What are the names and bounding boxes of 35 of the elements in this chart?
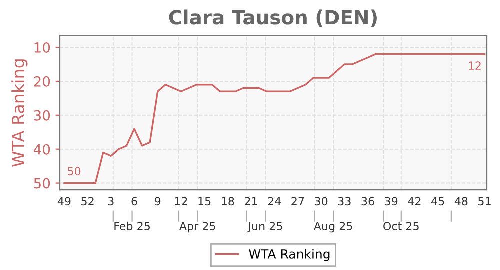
x-tick-label: 52 (82, 197, 94, 206)
x-tick-label: 6 (132, 197, 138, 206)
x2-tick-label: Feb 25 (114, 222, 150, 230)
x-tick-label: 12 (175, 197, 188, 206)
x2-tick-label: Apr 25 (180, 222, 216, 233)
chart-title: Clara Tauson (DEN) (169, 10, 377, 28)
y-tick-label: 10 (34, 42, 50, 53)
annotation: 50 (68, 167, 81, 176)
x-tick-label: 33 (338, 197, 351, 206)
x2-tick-label: Oct 25 (384, 222, 419, 230)
x-tick-label: 48 (454, 197, 468, 206)
y-tick-label: 20 (34, 76, 50, 87)
x-tick-label: 39 (385, 197, 398, 206)
x-tick-label: 3 (108, 197, 114, 206)
x-tick-label: 42 (408, 197, 421, 206)
x-tick-label: 45 (432, 197, 444, 206)
x-tick-label: 49 (58, 197, 71, 206)
x-tick-label: 18 (222, 197, 234, 206)
x-tick-label: 24 (268, 197, 282, 206)
x-tick-label: 27 (292, 197, 304, 206)
x2-tick-label: Jun 25 (248, 222, 282, 233)
y-axis-title: WTA Ranking (12, 60, 28, 168)
y-tick-label: 40 (34, 144, 50, 155)
y-tick-label: 50 (34, 178, 50, 189)
line-series (64, 53, 486, 184)
y-tick-label: 30 (34, 110, 50, 121)
x-tick-label: 21 (245, 197, 258, 206)
x-tick-label: 30 (315, 197, 328, 206)
x-tick-label: 9 (155, 197, 161, 206)
legend-label: WTA Ranking (249, 249, 330, 262)
x2-tick-label: Aug 25 (314, 222, 352, 233)
x-tick-label: 51 (478, 197, 491, 206)
annotation: 12 (469, 62, 481, 70)
x-tick-label: 36 (362, 197, 374, 206)
x-tick-label: 15 (198, 197, 211, 206)
